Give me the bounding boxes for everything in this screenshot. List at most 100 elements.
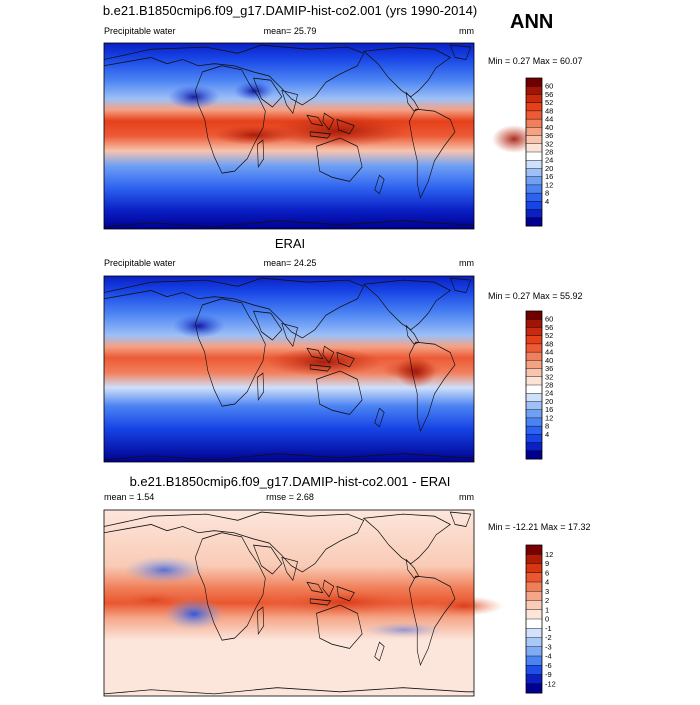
colorbar-tick-label: 44 xyxy=(545,348,553,357)
colorbar-tick-label: -3 xyxy=(545,642,552,651)
colorbar-tick-label: 52 xyxy=(545,331,553,340)
colorbar-swatch xyxy=(525,192,543,202)
colorbar-tick-label: 60 xyxy=(545,315,553,324)
colorbar-swatch xyxy=(525,327,543,337)
colorbar-tick-label: 56 xyxy=(545,90,553,99)
colorbar-swatch xyxy=(525,102,543,112)
colorbar-swatch xyxy=(525,637,543,648)
colorbar-tick-label: 6 xyxy=(545,568,549,577)
colorbar-tick-label: 20 xyxy=(545,164,553,173)
colorbar-tick-label: 4 xyxy=(545,578,549,587)
panel-units-label: mm xyxy=(459,258,474,268)
colorbar-tick-label: 48 xyxy=(545,339,553,348)
panel-mean-label: mean = 1.54 xyxy=(104,492,154,502)
panel-minmax-label: Min = -12.21 Max = 17.32 xyxy=(488,522,591,532)
colorbar-swatch xyxy=(525,442,543,452)
colorbar-swatch xyxy=(525,646,543,657)
colorbar-swatch xyxy=(525,143,543,153)
colorbar-tick-label: 1 xyxy=(545,605,549,614)
colorbar-swatch xyxy=(525,118,543,128)
colorbar-tick-label: 48 xyxy=(545,106,553,115)
season-label: ANN xyxy=(510,11,553,33)
colorbar-swatch xyxy=(525,184,543,194)
colorbar-tick-label: 32 xyxy=(545,372,553,381)
colorbar-swatch xyxy=(525,591,543,602)
colorbar-swatch xyxy=(525,563,543,574)
colorbar-swatch xyxy=(525,655,543,666)
colorbar-tick-label: 8 xyxy=(545,422,549,431)
map-plot xyxy=(103,42,536,230)
colorbar-tick-label: 44 xyxy=(545,115,553,124)
colorbar-swatch xyxy=(525,544,543,555)
colorbar-tick-label: 24 xyxy=(545,156,553,165)
map-plot xyxy=(103,509,504,697)
colorbar-swatch xyxy=(525,168,543,178)
colorbar-swatch xyxy=(525,176,543,186)
colorbar-swatch xyxy=(525,450,543,460)
colorbar-swatch xyxy=(525,572,543,583)
colorbar-swatch xyxy=(525,319,543,328)
colorbar-swatch xyxy=(525,600,543,611)
colorbar-swatch xyxy=(525,351,543,361)
colorbar-swatch xyxy=(525,425,543,435)
panel-mean-label: mean= 25.79 xyxy=(264,26,317,36)
colorbar-swatch xyxy=(525,628,543,639)
panel-rmse-label: rmse = 2.68 xyxy=(266,492,314,502)
colorbar-swatch xyxy=(525,434,543,444)
colorbar-tick-label: 52 xyxy=(545,98,553,107)
panel-diff: b.e21.B1850cmip6.f09_g17.DAMIP-hist-co2.… xyxy=(103,474,591,697)
colorbar-frame xyxy=(525,77,543,227)
colorbar-tick-label: 36 xyxy=(545,364,553,373)
colorbar-swatch xyxy=(525,217,543,227)
colorbar-frame xyxy=(525,544,543,694)
colorbar-swatch xyxy=(525,417,543,427)
colorbar-swatch xyxy=(525,554,543,565)
colorbar-swatch xyxy=(525,393,543,402)
colorbar-tick-label: -9 xyxy=(545,670,552,679)
panel-minmax-label: Min = 0.27 Max = 55.92 xyxy=(488,291,583,301)
colorbar-tick-label: 28 xyxy=(545,148,553,157)
colorbar-tick-label: 40 xyxy=(545,356,553,365)
colorbar-tick-label: 56 xyxy=(545,323,553,332)
colorbar-tick-label: 4 xyxy=(545,197,549,206)
panel-left-label: Precipitable water xyxy=(104,26,176,36)
colorbar-tick-label: 12 xyxy=(545,180,553,189)
panel-obs: ERAI Precipitable water mean= 24.25 mm M… xyxy=(103,236,583,463)
colorbar-tick-label: 3 xyxy=(545,587,549,596)
colorbar-tick-label: 16 xyxy=(545,172,553,181)
colorbar-frame xyxy=(525,310,543,460)
panel-left-label: Precipitable water xyxy=(104,258,176,268)
colorbar-tick-label: 12 xyxy=(545,413,553,422)
panel-units-label: mm xyxy=(459,26,474,36)
colorbar-tick-label: 12 xyxy=(545,550,553,559)
colorbar-swatch xyxy=(525,94,543,104)
colorbar-swatch xyxy=(525,360,543,370)
colorbar-swatch xyxy=(525,151,543,161)
colorbar-tick-label: 9 xyxy=(545,559,549,568)
colorbar-swatch xyxy=(525,401,543,411)
colorbar-swatch xyxy=(525,674,543,685)
colorbar-swatch xyxy=(525,127,543,137)
colorbar-tick-label: 8 xyxy=(545,189,549,198)
panel-minmax-label: Min = 0.27 Max = 60.07 xyxy=(488,56,583,66)
colorbar-swatch xyxy=(525,209,543,219)
colorbar-tick-label: 60 xyxy=(545,82,553,91)
colorbar-tick-label: 0 xyxy=(545,615,549,624)
colorbar-swatch xyxy=(525,683,543,694)
colorbar-swatch xyxy=(525,409,543,419)
panel-title: b.e21.B1850cmip6.f09_g17.DAMIP-hist-co2.… xyxy=(130,474,451,489)
colorbar-swatch xyxy=(525,335,543,345)
colorbar-tick-label: 36 xyxy=(545,131,553,140)
colorbar-tick-label: -2 xyxy=(545,633,552,642)
colorbar-tick-label: 2 xyxy=(545,596,549,605)
colorbar-swatch xyxy=(525,110,543,120)
colorbar-tick-label: -12 xyxy=(545,679,556,688)
map-plot xyxy=(103,275,475,463)
colorbar-tick-label: 28 xyxy=(545,381,553,390)
colorbar-swatch xyxy=(525,618,543,629)
colorbar-swatch xyxy=(525,343,543,353)
colorbar-swatch xyxy=(525,201,543,211)
colorbar-swatch xyxy=(525,310,543,320)
